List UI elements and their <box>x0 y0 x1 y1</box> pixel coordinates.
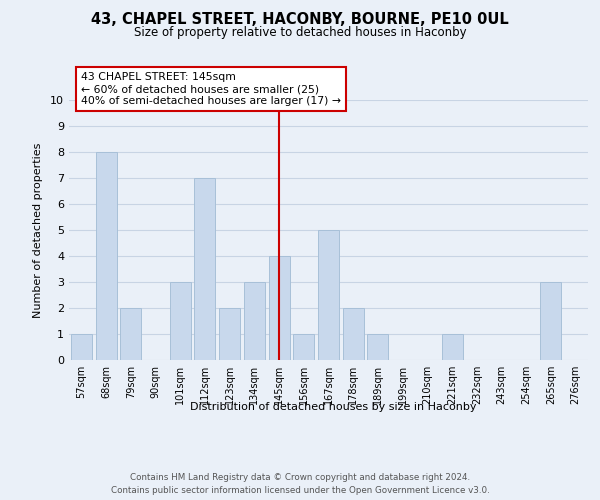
Bar <box>244 282 265 360</box>
Text: 43, CHAPEL STREET, HACONBY, BOURNE, PE10 0UL: 43, CHAPEL STREET, HACONBY, BOURNE, PE10… <box>91 12 509 28</box>
Bar <box>194 178 215 360</box>
Bar <box>442 334 463 360</box>
Text: Distribution of detached houses by size in Haconby: Distribution of detached houses by size … <box>190 402 476 412</box>
Bar <box>293 334 314 360</box>
Bar <box>541 282 562 360</box>
Text: Contains HM Land Registry data © Crown copyright and database right 2024.
Contai: Contains HM Land Registry data © Crown c… <box>110 472 490 494</box>
Bar <box>219 308 240 360</box>
Bar <box>120 308 141 360</box>
Bar <box>318 230 339 360</box>
Bar <box>367 334 388 360</box>
Text: 43 CHAPEL STREET: 145sqm
← 60% of detached houses are smaller (25)
40% of semi-d: 43 CHAPEL STREET: 145sqm ← 60% of detach… <box>81 72 341 106</box>
Bar <box>170 282 191 360</box>
Text: Size of property relative to detached houses in Haconby: Size of property relative to detached ho… <box>134 26 466 39</box>
Bar <box>95 152 116 360</box>
Bar <box>343 308 364 360</box>
Bar <box>71 334 92 360</box>
Bar <box>269 256 290 360</box>
Y-axis label: Number of detached properties: Number of detached properties <box>33 142 43 318</box>
